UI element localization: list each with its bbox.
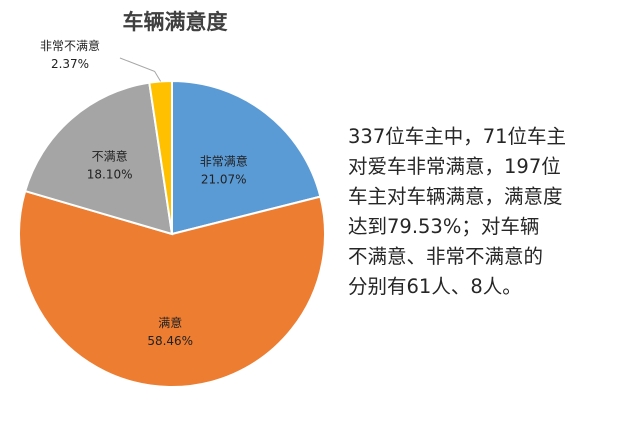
summary-line: 对爱车非常满意，197位 — [348, 155, 561, 178]
pie-chart: 非常满意 21.07% 满意 58.46% 不满意 18.10% 非常不满意 2.37% — [18, 38, 326, 388]
summary-line: 不满意、非常不满意的 — [348, 245, 544, 268]
slice-value-label: 2.37% — [51, 57, 89, 71]
chart-title: 车辆满意度 — [122, 10, 228, 34]
slice-value-label: 18.10% — [87, 168, 133, 182]
slice-label: 不满意 — [92, 149, 128, 164]
leader-line — [119, 57, 162, 82]
summary-line: 达到79.53%；对车辆 — [348, 215, 540, 238]
summary-text: 337位车主中，71位车主 对爱车非常满意，197位 车主对车辆满意，满意度 达… — [348, 122, 610, 302]
slice-value-label: 58.46% — [147, 334, 193, 348]
slice-very-unsatisfied — [148, 79, 173, 235]
slice-unsatisfied — [23, 81, 174, 236]
slice-value-label: 21.07% — [201, 173, 247, 187]
slice-very-satisfied — [171, 79, 322, 236]
slice-label: 非常满意 — [200, 154, 248, 169]
summary-line: 分别有61人、8人。 — [348, 275, 522, 298]
summary-line: 337位车主中，71位车主 — [348, 125, 567, 148]
slice-label: 非常不满意 — [40, 38, 100, 53]
summary-line: 车主对车辆满意，满意度 — [348, 185, 563, 208]
slice-satisfied — [18, 189, 326, 388]
slice-label: 满意 — [158, 315, 182, 330]
